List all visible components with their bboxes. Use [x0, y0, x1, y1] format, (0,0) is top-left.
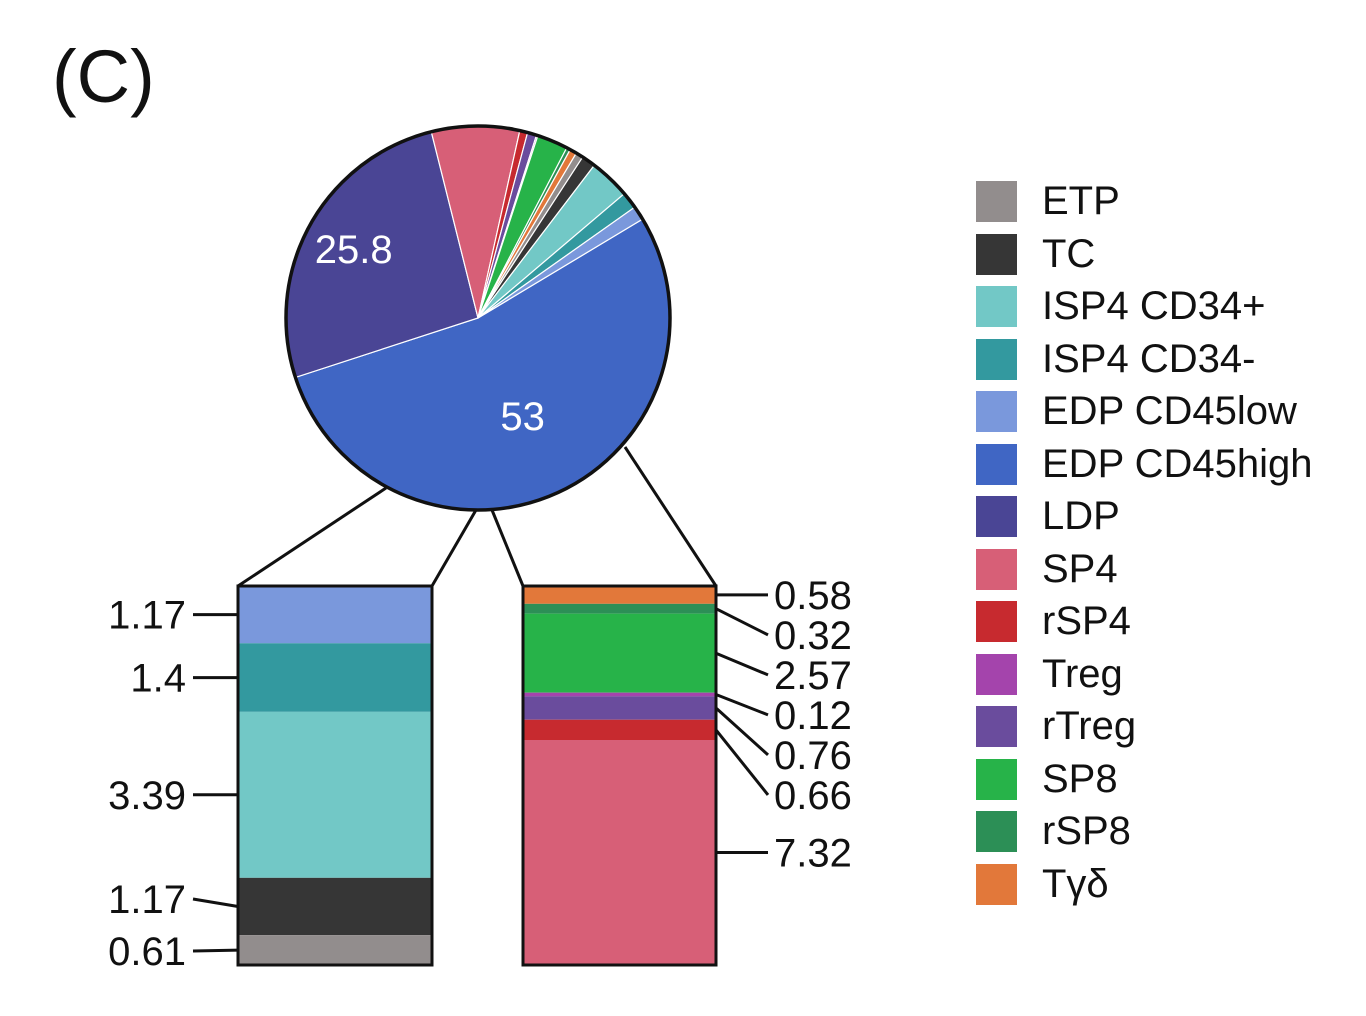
right-bar-segment-rtreg	[523, 696, 716, 720]
legend-label-isp4-cd34plus: ISP4 CD34+	[1042, 284, 1266, 328]
right-bar-segment-treg	[523, 692, 716, 697]
legend-swatch-sp8	[976, 758, 1017, 800]
right-bar-segment-sp8	[523, 613, 716, 693]
pie-slice-label-ldp: 25.8	[315, 228, 393, 272]
left-bar-leader-tc	[192, 897, 239, 908]
left-bar-label-isp4-cd34: 1.4	[130, 657, 186, 701]
right-bar-label-rsp8: 0.32	[774, 614, 852, 658]
legend-label-etp: ETP	[1042, 179, 1120, 223]
connector-line-4	[623, 446, 718, 587]
legend-label-tc: TC	[1042, 231, 1096, 276]
right-bar-label-treg: 0.12	[774, 694, 852, 738]
left-bar-outline	[236, 584, 434, 967]
legend-label-sp8: SP8	[1042, 756, 1118, 801]
right-bar-segment-tgd	[523, 586, 716, 604]
left-bar-segment-etp	[238, 935, 432, 965]
right-bar-label-sp8: 2.57	[774, 654, 852, 698]
legend-swatch-isp4-cd34plus	[976, 286, 1017, 327]
right-bar-segment-rsp4	[523, 719, 716, 740]
left-stacked-bar: 1.17 1.4 3.39 1.17 0.61	[108, 584, 434, 974]
legend-label-rsp8: rSP8	[1042, 809, 1131, 853]
pie-chart: 53 25.8	[284, 124, 672, 512]
legend-swatch-isp4-cd34	[976, 338, 1017, 380]
connector-line-2	[430, 509, 478, 587]
right-bar-label-tgd: 0.58	[774, 574, 852, 618]
right-bar-leader-rsp8	[715, 607, 769, 637]
legend-label-ldp: LDP	[1042, 494, 1120, 538]
left-bar-label-isp4-cd34plus: 3.39	[108, 774, 186, 818]
legend-swatch-rsp4	[976, 601, 1017, 642]
right-bar-label-sp4: 7.32	[774, 832, 852, 876]
right-bar-label-rtreg: 0.76	[774, 734, 852, 778]
connector-lines	[237, 446, 718, 588]
legend-label-sp4: SP4	[1042, 546, 1118, 591]
legend-swatch-treg	[976, 653, 1017, 695]
legend-label-edp-cd45low: EDP CD45low	[1042, 389, 1297, 433]
left-bar-leader-etp	[192, 948, 239, 953]
legend-label-tgd: Tγδ	[1042, 861, 1109, 906]
legend-swatch-tgd	[976, 863, 1017, 905]
legend-swatch-sp4	[976, 548, 1017, 590]
legend-swatch-edp-cd45low	[976, 391, 1017, 432]
legend-swatch-rtreg	[976, 706, 1017, 747]
legend-swatch-etp	[976, 181, 1017, 222]
right-bar-leader-rtreg	[714, 706, 770, 757]
left-bar-label-edp-cd45low: 1.17	[108, 594, 186, 638]
legend-label-treg: Treg	[1042, 651, 1123, 696]
left-bar-label-etp: 0.61	[108, 930, 186, 974]
legend-swatch-tc	[976, 233, 1017, 275]
left-bar-segment-isp4-cd34plus	[238, 711, 432, 878]
panel-label: (C)	[52, 35, 155, 118]
legend-swatch-ldp	[976, 496, 1017, 537]
right-bar-segment-rsp8	[523, 603, 716, 614]
connector-line-1	[237, 486, 387, 588]
legend-label-rsp4: rSP4	[1042, 599, 1131, 643]
left-bar-segment-isp4-cd34	[238, 643, 432, 712]
right-bar-leader-rsp4	[714, 728, 770, 796]
legend-swatch-rsp8	[976, 811, 1017, 852]
right-bar-leader-sp8	[715, 651, 769, 677]
right-bar-label-rsp4: 0.66	[774, 774, 852, 818]
left-bar-segment-edp-cd45low	[238, 586, 432, 644]
legend-swatch-edp-cd45high	[976, 443, 1017, 485]
pie-slice-label-edp-cd45high: 53	[500, 395, 545, 439]
legend-label-edp-cd45high: EDP CD45high	[1042, 441, 1313, 486]
right-bar-leader-treg	[715, 693, 769, 717]
legend-label-isp4-cd34: ISP4 CD34-	[1042, 336, 1256, 381]
right-stacked-bar: 0.580.322.570.120.760.66 7.32	[521, 574, 852, 967]
left-bar-segment-tc	[238, 877, 432, 936]
right-bar-segment-sp4	[523, 740, 716, 965]
left-bar-label-tc: 1.17	[108, 878, 186, 922]
legend-label-rtreg: rTreg	[1042, 704, 1137, 748]
right-bar-outline	[521, 584, 718, 967]
pie-outline	[284, 124, 672, 512]
connector-line-3	[490, 509, 525, 587]
